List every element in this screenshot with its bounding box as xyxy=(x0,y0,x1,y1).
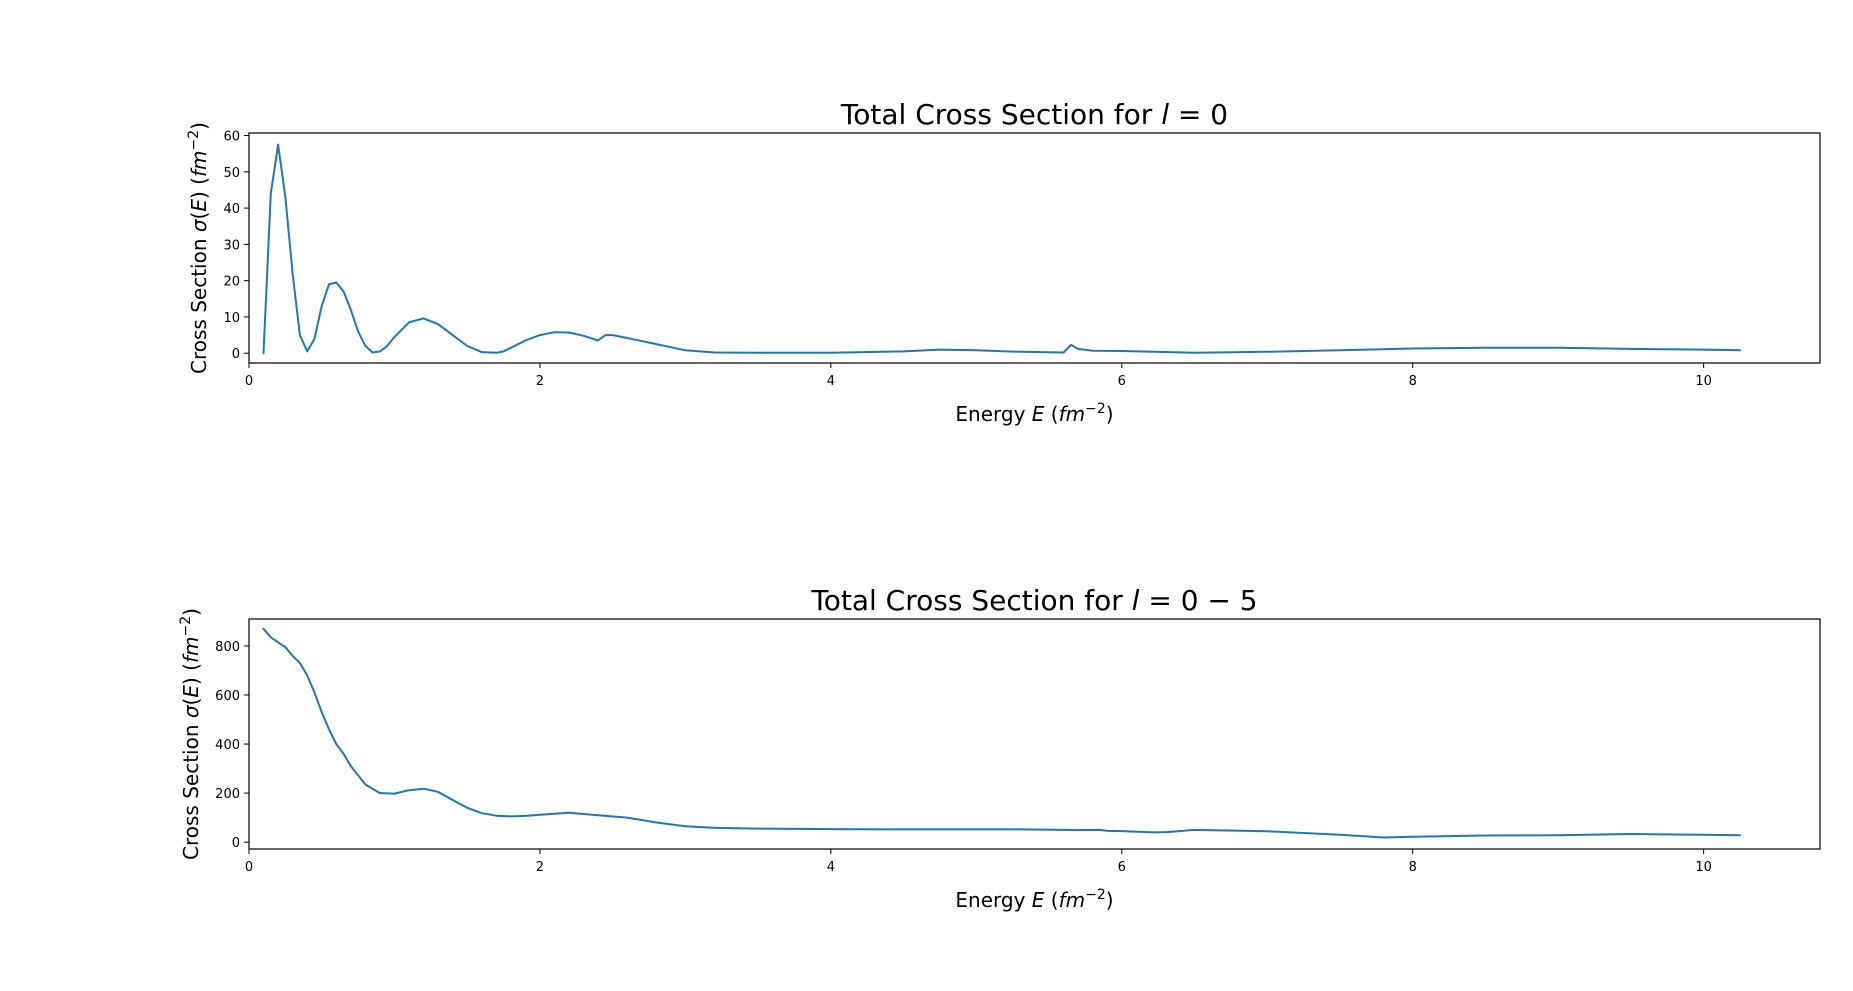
x-axis-label-part: −2 xyxy=(1085,401,1106,417)
y-axis-label-part: E xyxy=(187,199,211,212)
x-axis-label-part: ) xyxy=(1106,402,1114,426)
x-tick-label: 4 xyxy=(827,374,835,389)
y-axis-label-part: E xyxy=(179,685,203,698)
y-tick-label: 400 xyxy=(215,738,240,753)
x-tick-label: 10 xyxy=(1695,860,1712,875)
x-axis-label-part: fm xyxy=(1059,402,1086,426)
y-tick-label: 600 xyxy=(215,689,240,704)
x-axis-label-part: fm xyxy=(1059,888,1086,912)
x-axis-label-part: E xyxy=(1032,888,1045,912)
y-axis-label-part: Cross Section xyxy=(179,718,203,860)
y-tick-label: 10 xyxy=(223,311,240,326)
x-axis-label-part: Energy xyxy=(955,402,1031,426)
y-tick-label: 60 xyxy=(223,130,240,145)
chart-title-part: = 0 − 5 xyxy=(1139,584,1257,617)
y-axis-label: Cross Section σ(E) (fm−2) xyxy=(186,122,211,374)
y-axis-label-part: ) ( xyxy=(179,663,203,685)
x-tick-label: 2 xyxy=(536,374,544,389)
series-line xyxy=(262,627,1741,839)
y-tick-label: 50 xyxy=(223,166,240,181)
chart-title: Total Cross Section for l = 0 − 5 xyxy=(810,584,1257,617)
x-axis-label: Energy E (fm−2) xyxy=(955,887,1113,912)
y-axis-label-part: Cross Section xyxy=(187,232,211,374)
x-tick-label: 0 xyxy=(245,860,253,875)
chart-title: Total Cross Section for l = 0 xyxy=(840,98,1228,131)
x-tick-label: 6 xyxy=(1118,860,1126,875)
x-axis-label-part: Energy xyxy=(955,888,1031,912)
y-axis-label-part: ) xyxy=(187,122,211,130)
y-axis-label-part: −2 xyxy=(186,130,202,151)
x-tick-label: 6 xyxy=(1118,374,1126,389)
y-tick-label: 0 xyxy=(232,347,240,362)
x-axis-label-part: ) xyxy=(1106,888,1114,912)
y-axis-label-part: −2 xyxy=(178,616,194,637)
y-axis-label-part: ( xyxy=(187,212,211,220)
y-axis-label-part: fm xyxy=(187,150,211,177)
series-line xyxy=(262,143,1741,355)
y-axis-label-part: σ xyxy=(179,704,203,718)
x-axis-label: Energy E (fm−2) xyxy=(955,401,1113,426)
chart-title-part: = 0 xyxy=(1169,98,1228,131)
y-tick-label: 20 xyxy=(223,275,240,290)
y-axis-label: Cross Section σ(E) (fm−2) xyxy=(178,608,203,860)
x-tick-label: 8 xyxy=(1409,374,1417,389)
x-axis-label-part: ( xyxy=(1044,402,1058,426)
plot-frame xyxy=(248,618,1821,850)
y-axis-label-part: ) ( xyxy=(187,177,211,199)
x-axis-label-part: E xyxy=(1032,402,1045,426)
y-tick-label: 30 xyxy=(223,238,240,253)
y-axis-label-part: ( xyxy=(179,698,203,706)
plot-frame xyxy=(248,132,1821,364)
chart-title-part: Total Cross Section for xyxy=(810,584,1131,617)
x-tick-label: 4 xyxy=(827,860,835,875)
y-axis-label-part: ) xyxy=(179,608,203,616)
y-axis-label-part: σ xyxy=(187,218,211,232)
y-tick-label: 40 xyxy=(223,202,240,217)
x-axis-label-part: ( xyxy=(1044,888,1058,912)
chart-title-part: Total Cross Section for xyxy=(840,98,1161,131)
x-tick-label: 0 xyxy=(245,374,253,389)
x-tick-label: 8 xyxy=(1409,860,1417,875)
x-tick-label: 2 xyxy=(536,860,544,875)
y-tick-label: 800 xyxy=(215,640,240,655)
x-tick-label: 10 xyxy=(1695,374,1712,389)
y-axis-label-part: fm xyxy=(179,636,203,663)
chart-title-part: l xyxy=(1132,584,1140,617)
chart-l0-5: 0 2 4 6 8 10 0 200 400 600 800 Total Cross Section … xyxy=(178,584,1821,912)
y-tick-label: 200 xyxy=(215,787,240,802)
y-tick-label: 0 xyxy=(232,836,240,851)
chart-title-part: l xyxy=(1161,98,1169,131)
chart-l0: 0 2 4 6 8 10 0 10 20 30 40 50 60 Total Cross Section … xyxy=(186,98,1821,426)
x-axis-label-part: −2 xyxy=(1085,887,1106,903)
